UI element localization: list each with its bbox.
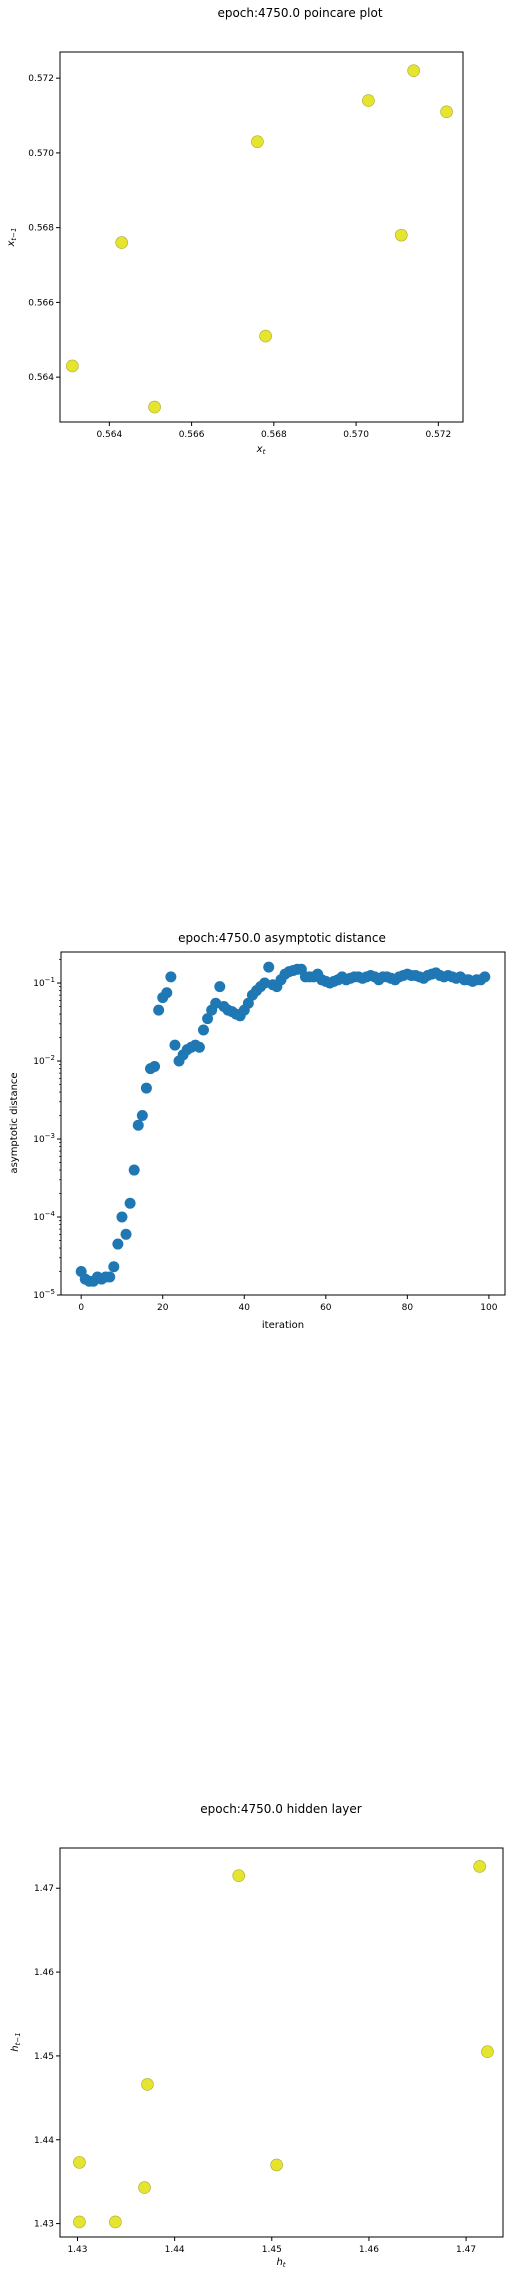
hidden-layer-xtick-label: 1.45 — [262, 2245, 282, 2255]
asymptotic-point — [128, 1164, 140, 1176]
asymptotic-point — [161, 987, 173, 999]
poincare-plot-ticks: 0.564 0.566 0.568 0.570 0.572 0.564 0.566 0.568… — [28, 74, 451, 440]
hidden-layer-title: epoch:4750.0 hidden layer — [200, 1802, 362, 1816]
hidden-layer-point — [473, 1860, 486, 1873]
asymptotic-xtick-label: 80 — [402, 1303, 414, 1313]
asymptotic-distance-ticks: 0 20 40 60 80 100 10−5 10−4 10−3 10−2 10−1 — [33, 959, 498, 1313]
poincare-ytick-label: 0.564 — [28, 373, 54, 383]
asymptotic-point — [197, 1024, 209, 1036]
asymptotic-point — [169, 1039, 181, 1051]
hidden-layer-point — [141, 2078, 154, 2091]
poincare-ytick-label: 0.568 — [28, 224, 54, 234]
hidden-layer-ytick-label: 1.47 — [34, 1884, 54, 1894]
asymptotic-distance-points — [75, 961, 491, 1287]
asymptotic-xtick-label: 0 — [78, 1303, 84, 1313]
hidden-layer-point — [73, 2156, 86, 2169]
asymptotic-point — [149, 1061, 161, 1073]
poincare-point — [115, 236, 128, 249]
asymptotic-point — [214, 981, 226, 993]
hidden-layer-ticks: 1.43 1.44 1.45 1.46 1.47 1.43 1.44 1.45 1.46 1.47 — [34, 1884, 476, 2255]
asymptotic-point — [165, 971, 177, 983]
asymptotic-point — [202, 1013, 214, 1025]
asymptotic-point — [112, 1238, 124, 1250]
asymptotic-ytick-label: 10−5 — [33, 1288, 55, 1301]
asymptotic-ytick-label: 10−2 — [33, 1054, 55, 1067]
poincare-point — [259, 329, 272, 343]
poincare-ytick-label: 0.570 — [28, 149, 54, 159]
poincare-point — [148, 400, 161, 414]
poincare-point — [362, 94, 375, 107]
poincare-xtick-label: 0.566 — [179, 430, 205, 440]
asymptotic-point — [242, 997, 254, 1009]
poincare-point — [251, 135, 264, 148]
asymptotic-point — [153, 1004, 165, 1016]
hidden-layer-point — [481, 2045, 494, 2059]
poincare-plot-xlabel: xt — [256, 444, 266, 456]
poincare-plot-ylabel: xt−1 — [6, 228, 18, 248]
hidden-layer-ytick-label: 1.44 — [34, 2136, 54, 2146]
asymptotic-point — [263, 961, 275, 973]
hidden-layer-ylabel: ht−1 — [10, 2032, 22, 2051]
poincare-xtick-label: 0.570 — [343, 430, 369, 440]
hidden-layer-point — [138, 2181, 151, 2194]
asymptotic-point — [140, 1082, 152, 1094]
asymptotic-ytick-label: 10−3 — [33, 1132, 55, 1145]
asymptotic-point — [124, 1197, 136, 1209]
asymptotic-point — [132, 1119, 144, 1131]
hidden-layer-xlabel: ht — [276, 2257, 285, 2269]
poincare-point — [440, 105, 453, 119]
poincare-xtick-label: 0.564 — [96, 430, 122, 440]
hidden-layer-figure: epoch:4750.0 hidden layer 1.43 1.44 1.45 1.… — [10, 1802, 504, 2269]
asymptotic-point — [108, 1261, 120, 1273]
asymptotic-xtick-label: 40 — [239, 1303, 251, 1313]
asymptotic-point — [120, 1228, 132, 1240]
poincare-point — [66, 359, 79, 373]
asymptotic-point — [193, 1041, 205, 1053]
asymptotic-distance-xlabel: iteration — [262, 1320, 304, 1331]
hidden-layer-point — [232, 1869, 246, 1882]
poincare-plot-title: epoch:4750.0 poincare plot — [217, 6, 382, 20]
hidden-layer-point — [109, 2215, 122, 2229]
poincare-plot-points — [66, 64, 453, 414]
asymptotic-xtick-label: 60 — [320, 1303, 332, 1313]
asymptotic-xtick-label: 100 — [480, 1303, 497, 1313]
hidden-layer-ytick-label: 1.43 — [34, 2220, 54, 2230]
asymptotic-xtick-label: 20 — [157, 1303, 169, 1313]
asymptotic-ytick-label: 10−4 — [33, 1210, 55, 1223]
asymptotic-point — [479, 971, 491, 983]
poincare-xtick-label: 0.572 — [425, 430, 451, 440]
poincare-plot-figure: epoch:4750.0 poincare plot 0.564 0.566 0.5… — [6, 6, 464, 456]
hidden-layer-point — [73, 2215, 86, 2229]
asymptotic-point — [136, 1110, 148, 1122]
asymptotic-distance-ylabel: asymptotic distance — [9, 1072, 20, 1173]
hidden-layer-xtick-label: 1.44 — [165, 2245, 185, 2255]
poincare-ytick-label: 0.566 — [28, 298, 54, 308]
poincare-xtick-label: 0.568 — [261, 430, 287, 440]
asymptotic-ytick-label: 10−1 — [33, 976, 55, 989]
asymptotic-point — [104, 1271, 116, 1283]
poincare-ytick-label: 0.572 — [28, 74, 54, 84]
poincare-point — [407, 64, 420, 77]
hidden-layer-xtick-label: 1.43 — [67, 2245, 87, 2255]
hidden-layer-point — [270, 2158, 283, 2172]
asymptotic-distance-axes — [60, 951, 506, 1296]
hidden-layer-points — [73, 1860, 494, 2229]
asymptotic-distance-figure: epoch:4750.0 asymptotic distance 0 20 40 60… — [9, 931, 506, 1331]
poincare-point — [395, 228, 408, 242]
hidden-layer-xtick-label: 1.47 — [456, 2245, 476, 2255]
hidden-layer-xtick-label: 1.46 — [359, 2245, 379, 2255]
asymptotic-distance-title: epoch:4750.0 asymptotic distance — [178, 931, 386, 945]
hidden-layer-ytick-label: 1.45 — [34, 2052, 54, 2062]
asymptotic-point — [116, 1211, 128, 1223]
hidden-layer-axes — [59, 1847, 504, 2238]
hidden-layer-ytick-label: 1.46 — [34, 1968, 54, 1978]
